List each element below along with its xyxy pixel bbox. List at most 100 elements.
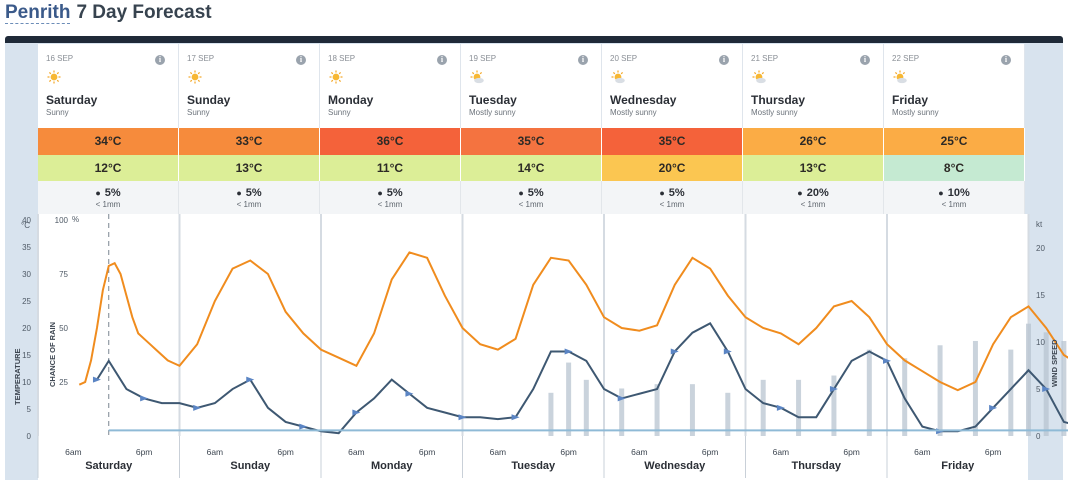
rain-bar	[760, 379, 766, 436]
rain-amount: < 1mm	[95, 200, 121, 209]
min-temp: 13°C	[743, 155, 884, 181]
rain-bar	[831, 375, 837, 436]
chart-axes: 0 5 10 15 20 25 30 35 40 25 50 75 100 0 5 10 15 20	[22, 216, 1045, 441]
rain-summary: ● 20% < 1mm	[743, 181, 884, 214]
day-column: 21 SEP i Thursday Mostly sunny 26°C 13°C…	[743, 44, 884, 214]
wind-direction-arrow	[458, 414, 467, 421]
day-column: 17 SEP i Sunday Sunny 33°C 13°C ● 5% < 1m…	[179, 44, 320, 214]
rain-bar	[937, 345, 943, 436]
max-temp: 34°C	[38, 128, 179, 155]
x-axis-day-label: Monday	[371, 460, 413, 472]
day-header[interactable]: 17 SEP i Sunday Sunny	[179, 44, 320, 128]
mostly-sunny-icon	[752, 70, 766, 84]
rain-bar	[566, 362, 572, 436]
day-condition: Mostly sunny	[610, 108, 657, 117]
rain-bar	[1061, 340, 1067, 436]
wind-direction-arrow	[92, 376, 101, 383]
time-tick-label: 6pm	[985, 447, 1002, 457]
min-temp: 20°C	[602, 155, 743, 181]
day-condition: Sunny	[328, 108, 351, 117]
day-name: Tuesday	[469, 93, 517, 107]
rain-chance: 20%	[806, 187, 829, 199]
mostly-sunny-icon	[893, 70, 907, 84]
wind-tick-label: 15	[1036, 291, 1045, 300]
info-icon[interactable]: i	[296, 55, 306, 65]
info-icon[interactable]: i	[437, 55, 447, 65]
day-column: 22 SEP i Friday Mostly sunny 25°C 8°C ● 1…	[884, 44, 1025, 214]
day-header[interactable]: 19 SEP i Tuesday Mostly sunny	[461, 44, 602, 128]
rain-chance: 10%	[947, 187, 970, 199]
rain-drops-icon: ●	[95, 188, 101, 198]
info-icon[interactable]: i	[155, 55, 165, 65]
day-header[interactable]: 16 SEP i Saturday Sunny	[38, 44, 179, 128]
rain-bar	[654, 384, 660, 436]
wind-direction-arrow	[405, 390, 414, 397]
day-header[interactable]: 22 SEP i Friday Mostly sunny	[884, 44, 1025, 128]
day-name: Monday	[328, 93, 374, 107]
wind-direction-arrow	[723, 348, 732, 355]
day-header[interactable]: 18 SEP i Monday Sunny	[320, 44, 461, 128]
rain-drops-icon: ●	[938, 188, 944, 198]
rain-chance: 5%	[527, 187, 544, 199]
day-name: Sunday	[187, 93, 231, 107]
rain-bar	[1043, 332, 1049, 436]
location-link[interactable]: Penrith	[5, 2, 71, 24]
rain-bar	[619, 388, 625, 436]
rain-amount: < 1mm	[800, 200, 826, 209]
x-axis-day-label: Sunday	[230, 460, 271, 472]
wind-direction-arrow	[670, 348, 679, 355]
wind-direction-arrow	[193, 404, 202, 411]
temp-tick-label: 0	[27, 432, 32, 441]
time-tick-label: 6pm	[136, 447, 153, 457]
rain-summary: ● 5% < 1mm	[179, 181, 320, 214]
rain-amount: < 1mm	[518, 200, 544, 209]
temp-tick-label: 30	[22, 270, 31, 279]
x-axis-day-label: Friday	[941, 460, 975, 472]
wind-tick-label: 5	[1036, 385, 1041, 394]
rain-amount: < 1mm	[236, 200, 262, 209]
wind-direction-arrow	[883, 357, 891, 364]
day-column: 19 SEP i Tuesday Mostly sunny 35°C 14°C …	[461, 44, 602, 214]
temp-tick-label: 25	[22, 297, 31, 306]
rain-tick-label: 100	[55, 216, 69, 225]
info-icon[interactable]: i	[578, 55, 588, 65]
day-column: 20 SEP i Wednesday Mostly sunny 35°C 20°…	[602, 44, 743, 214]
wind-unit: kt	[1036, 220, 1043, 229]
rain-chance: 5%	[245, 187, 262, 199]
min-temp: 11°C	[320, 155, 461, 181]
day-header[interactable]: 21 SEP i Thursday Mostly sunny	[743, 44, 884, 128]
time-tick-label: 6am	[348, 447, 365, 457]
rain-bar	[548, 392, 554, 436]
x-axis-day-label: Thursday	[791, 460, 841, 472]
day-name: Thursday	[751, 93, 806, 107]
wind-direction-arrow	[246, 376, 255, 383]
page-title: Penrith 7 Day Forecast	[5, 2, 212, 24]
rain-amount: < 1mm	[377, 200, 403, 209]
rain-bar	[1026, 323, 1031, 436]
min-temp: 14°C	[461, 155, 602, 181]
time-tick-label: 6am	[490, 447, 507, 457]
min-temp: 8°C	[884, 155, 1025, 181]
wind-speed-line	[96, 321, 1068, 435]
time-tick-label: 6pm	[843, 447, 860, 457]
info-icon[interactable]: i	[1001, 55, 1011, 65]
day-header[interactable]: 20 SEP i Wednesday Mostly sunny	[602, 44, 743, 128]
wind-direction-arrow	[352, 409, 361, 416]
wind-direction-arrow	[989, 404, 998, 411]
rain-summary: ● 5% < 1mm	[602, 181, 743, 214]
time-tick-label: 6am	[773, 447, 790, 457]
wind-direction-arrow	[617, 395, 626, 402]
rain-tick-label: 50	[59, 324, 68, 333]
rain-chance: 5%	[104, 187, 121, 199]
info-icon[interactable]: i	[719, 55, 729, 65]
temp-tick-label: 5	[27, 405, 32, 414]
rain-chance: 5%	[386, 187, 403, 199]
rain-bar	[796, 379, 802, 436]
wind-direction-arrow	[299, 423, 308, 430]
day-condition: Sunny	[46, 108, 69, 117]
info-icon[interactable]: i	[860, 55, 870, 65]
day-condition: Sunny	[187, 108, 210, 117]
rain-bar	[725, 392, 731, 436]
rain-drops-icon: ●	[377, 188, 383, 198]
